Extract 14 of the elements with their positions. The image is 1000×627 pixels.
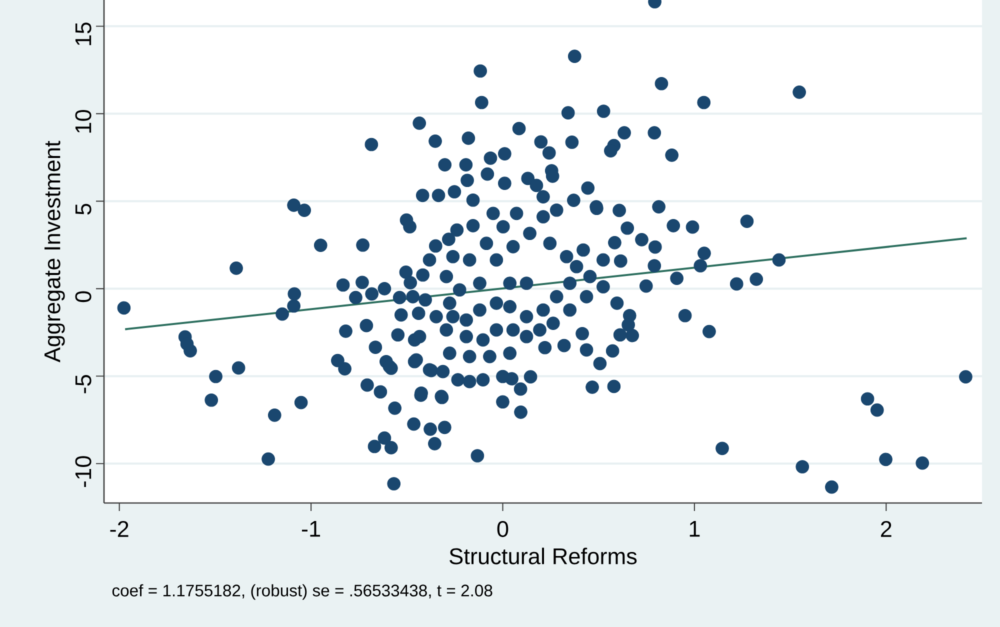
x-tick-label: 2 (881, 521, 892, 537)
y-tick-label: 5 (75, 204, 92, 215)
y-tick-label: 15 (75, 22, 92, 46)
x-tick-label: 0 (497, 521, 508, 538)
y-tick-label: 0 (75, 291, 92, 302)
y-axis-title: Aggregate Investment (44, 140, 65, 362)
x-axis-title: Structural Reforms (450, 548, 637, 564)
x-tick-label: -2 (110, 521, 128, 537)
x-tick-label: -1 (302, 521, 320, 537)
y-tick-label: 10 (75, 110, 92, 133)
y-tick-label: -10 (75, 456, 92, 487)
y-tick-label: -5 (75, 375, 92, 394)
x-tick-label: 1 (690, 521, 700, 537)
text: coef = 1.1755182, (robust) se = .56533438, t = 2.08 (112, 584, 492, 600)
